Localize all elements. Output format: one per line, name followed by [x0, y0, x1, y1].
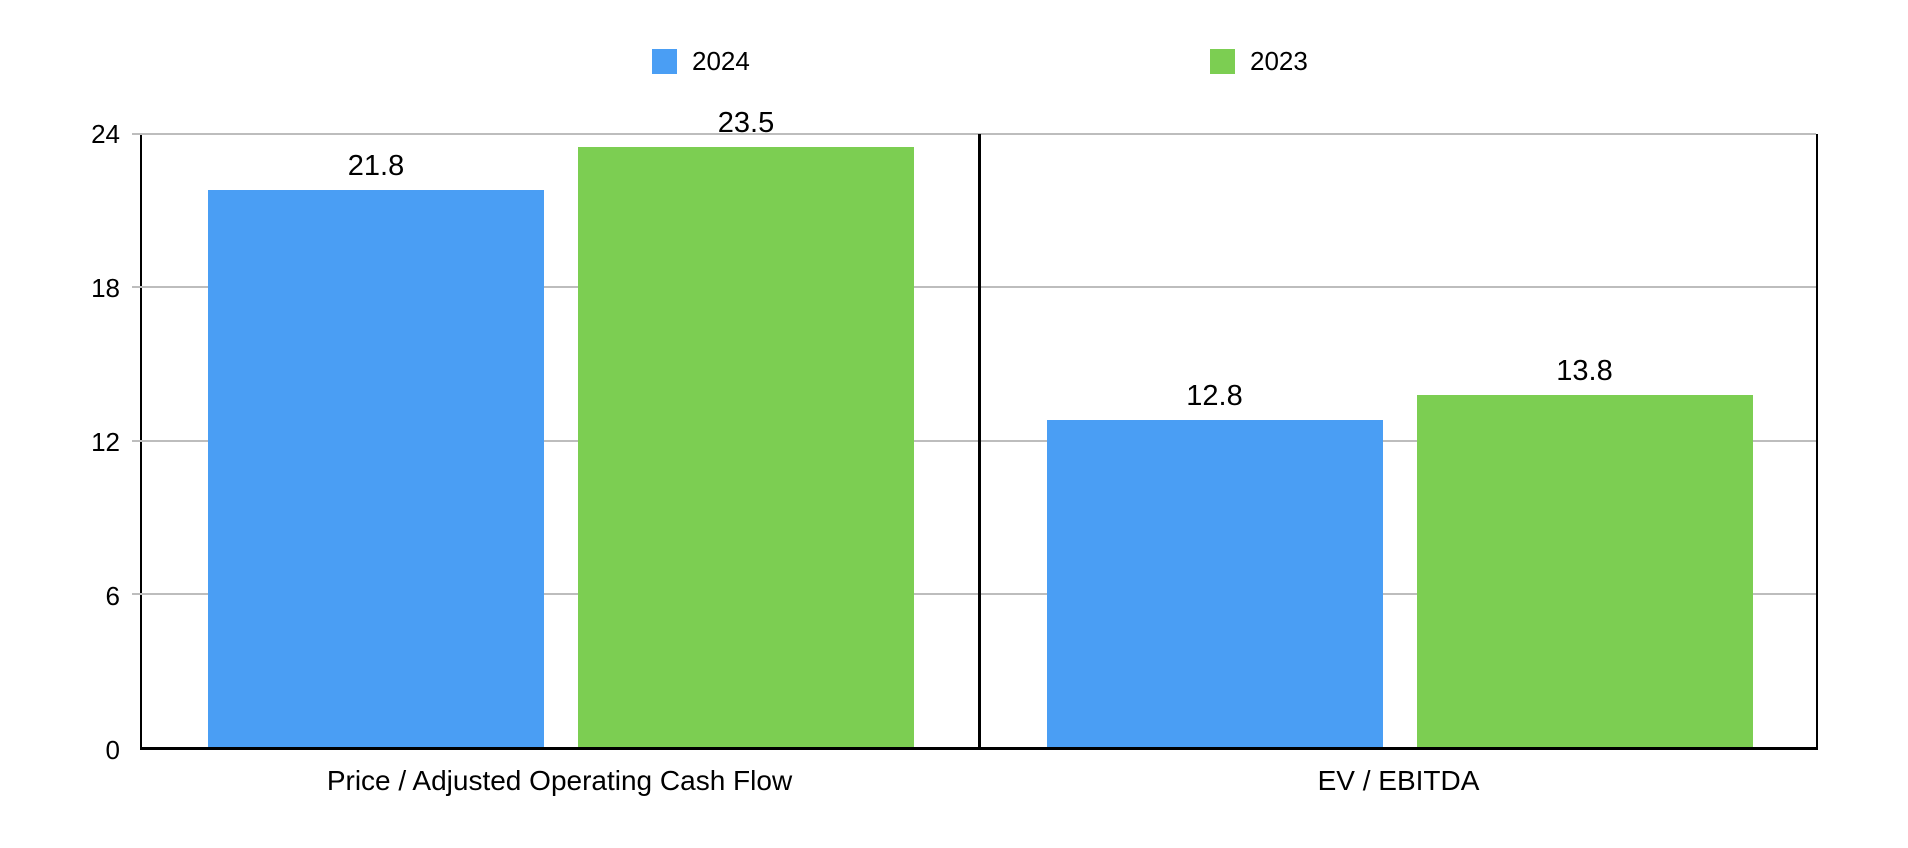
- bar-value-label: 13.8: [1556, 354, 1613, 387]
- category-panels: 21.8 23.5 12.8 13.8: [142, 108, 1817, 747]
- legend-swatch-icon: [1210, 49, 1235, 74]
- y-tick-label: 6: [105, 581, 120, 611]
- y-axis: 0 6 12 18 24: [0, 0, 120, 848]
- legend-label: 2024: [692, 46, 750, 76]
- legend: 2024 2023: [0, 46, 1908, 76]
- y-tick-label: 0: [105, 735, 120, 765]
- category-label: Price / Adjusted Operating Cash Flow: [326, 765, 793, 796]
- gridline-18: [132, 286, 1816, 289]
- bar-2023-1: [578, 146, 914, 747]
- y-tick-label: 12: [91, 427, 120, 457]
- category-label: EV / EBITDA: [1317, 765, 1480, 796]
- gridline-6: [132, 592, 1816, 595]
- gridline-24: [132, 133, 1816, 135]
- gridline-12: [132, 439, 1816, 442]
- legend-item-2024: 2024: [652, 46, 750, 76]
- x-axis-category-labels: Price / Adjusted Operating Cash Flow EV /…: [140, 753, 1818, 797]
- bar-value-label: 23.5: [717, 106, 775, 139]
- y-tick-label: 24: [91, 119, 120, 149]
- legend-label: 2023: [1250, 46, 1308, 76]
- bar-2023-2: [1416, 394, 1753, 747]
- plot-area: 21.8 23.5 12.8 13.8: [132, 108, 1818, 750]
- bar-value-label: 21.8: [347, 150, 405, 183]
- legend-item-2023: 2023: [1210, 46, 1308, 76]
- category-panel-2: 12.8 13.8: [977, 134, 1817, 747]
- category-panel-1: 21.8 23.5: [142, 108, 978, 747]
- y-tick-label: 18: [91, 273, 120, 303]
- bar-2024-2: [1046, 420, 1383, 747]
- bar-value-label: 12.8: [1186, 380, 1243, 413]
- legend-swatch-icon: [652, 49, 677, 74]
- bar-2024-1: [208, 190, 544, 747]
